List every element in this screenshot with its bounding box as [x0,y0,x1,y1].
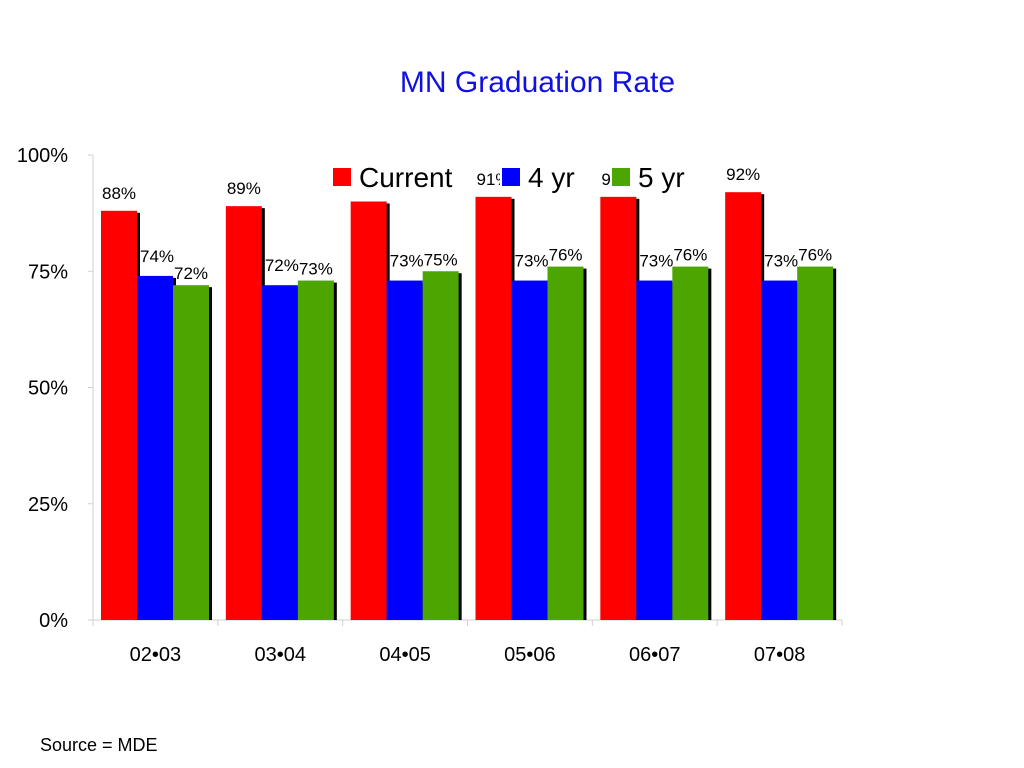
bar [261,285,298,620]
data-label: 72% [174,264,208,283]
bar [636,280,673,620]
data-label: 92% [726,165,760,184]
data-label: 76% [548,246,582,265]
bar [386,280,423,620]
bar [173,285,209,620]
chart-axes: 0% 25% 50% 75% 100% 02•03 03•04 04•05 05•06 06•07… [17,145,843,666]
chart-data-labels: 88%89%90%91%91%92%74%72%73%73%73%73%72%7… [102,165,832,283]
bar [725,192,762,620]
data-label: 76% [798,246,832,265]
chart-title: MN Graduation Rate [399,66,676,99]
bar [297,280,334,620]
data-label: 73% [764,252,798,271]
data-label: 89% [227,179,261,198]
bar [350,201,387,620]
x-tick-label: 02•03 [130,644,182,666]
bar [600,196,637,620]
data-label: 88% [102,184,136,203]
data-label: 74% [140,247,174,266]
legend-label: 5 yr [638,162,685,193]
x-tick-label: 07•08 [754,644,806,666]
data-label: 73% [390,252,424,271]
bar [761,280,798,620]
x-tick-label: 06•07 [629,644,681,666]
data-label: 73% [514,252,548,271]
data-label: 75% [424,250,458,269]
legend-swatch [612,168,630,186]
y-tick-label: 25% [28,494,68,516]
legend-bg [331,160,453,194]
legend-swatch [333,168,351,186]
y-tick-label: 0% [39,610,68,632]
bar [101,210,137,621]
y-tick-label: 100% [17,145,68,167]
x-tick-label: 05•06 [504,644,556,666]
bar [511,280,548,620]
data-label: 73% [299,260,333,279]
bar [422,271,459,620]
bar [797,266,834,620]
source-note: Source = MDE [40,735,158,755]
bar [225,206,262,620]
legend-swatch [502,168,520,186]
chart-legend: Current 4 yr 5 yr [331,160,722,194]
bar [137,275,173,620]
y-tick-label: 75% [28,261,68,283]
x-tick-label: 03•04 [255,644,307,666]
data-label: 72% [265,256,299,275]
bar [672,266,709,620]
legend-label: Current [359,162,453,193]
chart-bars [101,192,837,621]
bar [475,196,512,620]
y-tick-label: 50% [28,378,68,400]
legend-label: 4 yr [528,162,575,193]
x-tick-label: 04•05 [379,644,431,666]
data-label: 76% [673,246,707,265]
data-label: 73% [639,252,673,271]
bar [547,266,584,620]
